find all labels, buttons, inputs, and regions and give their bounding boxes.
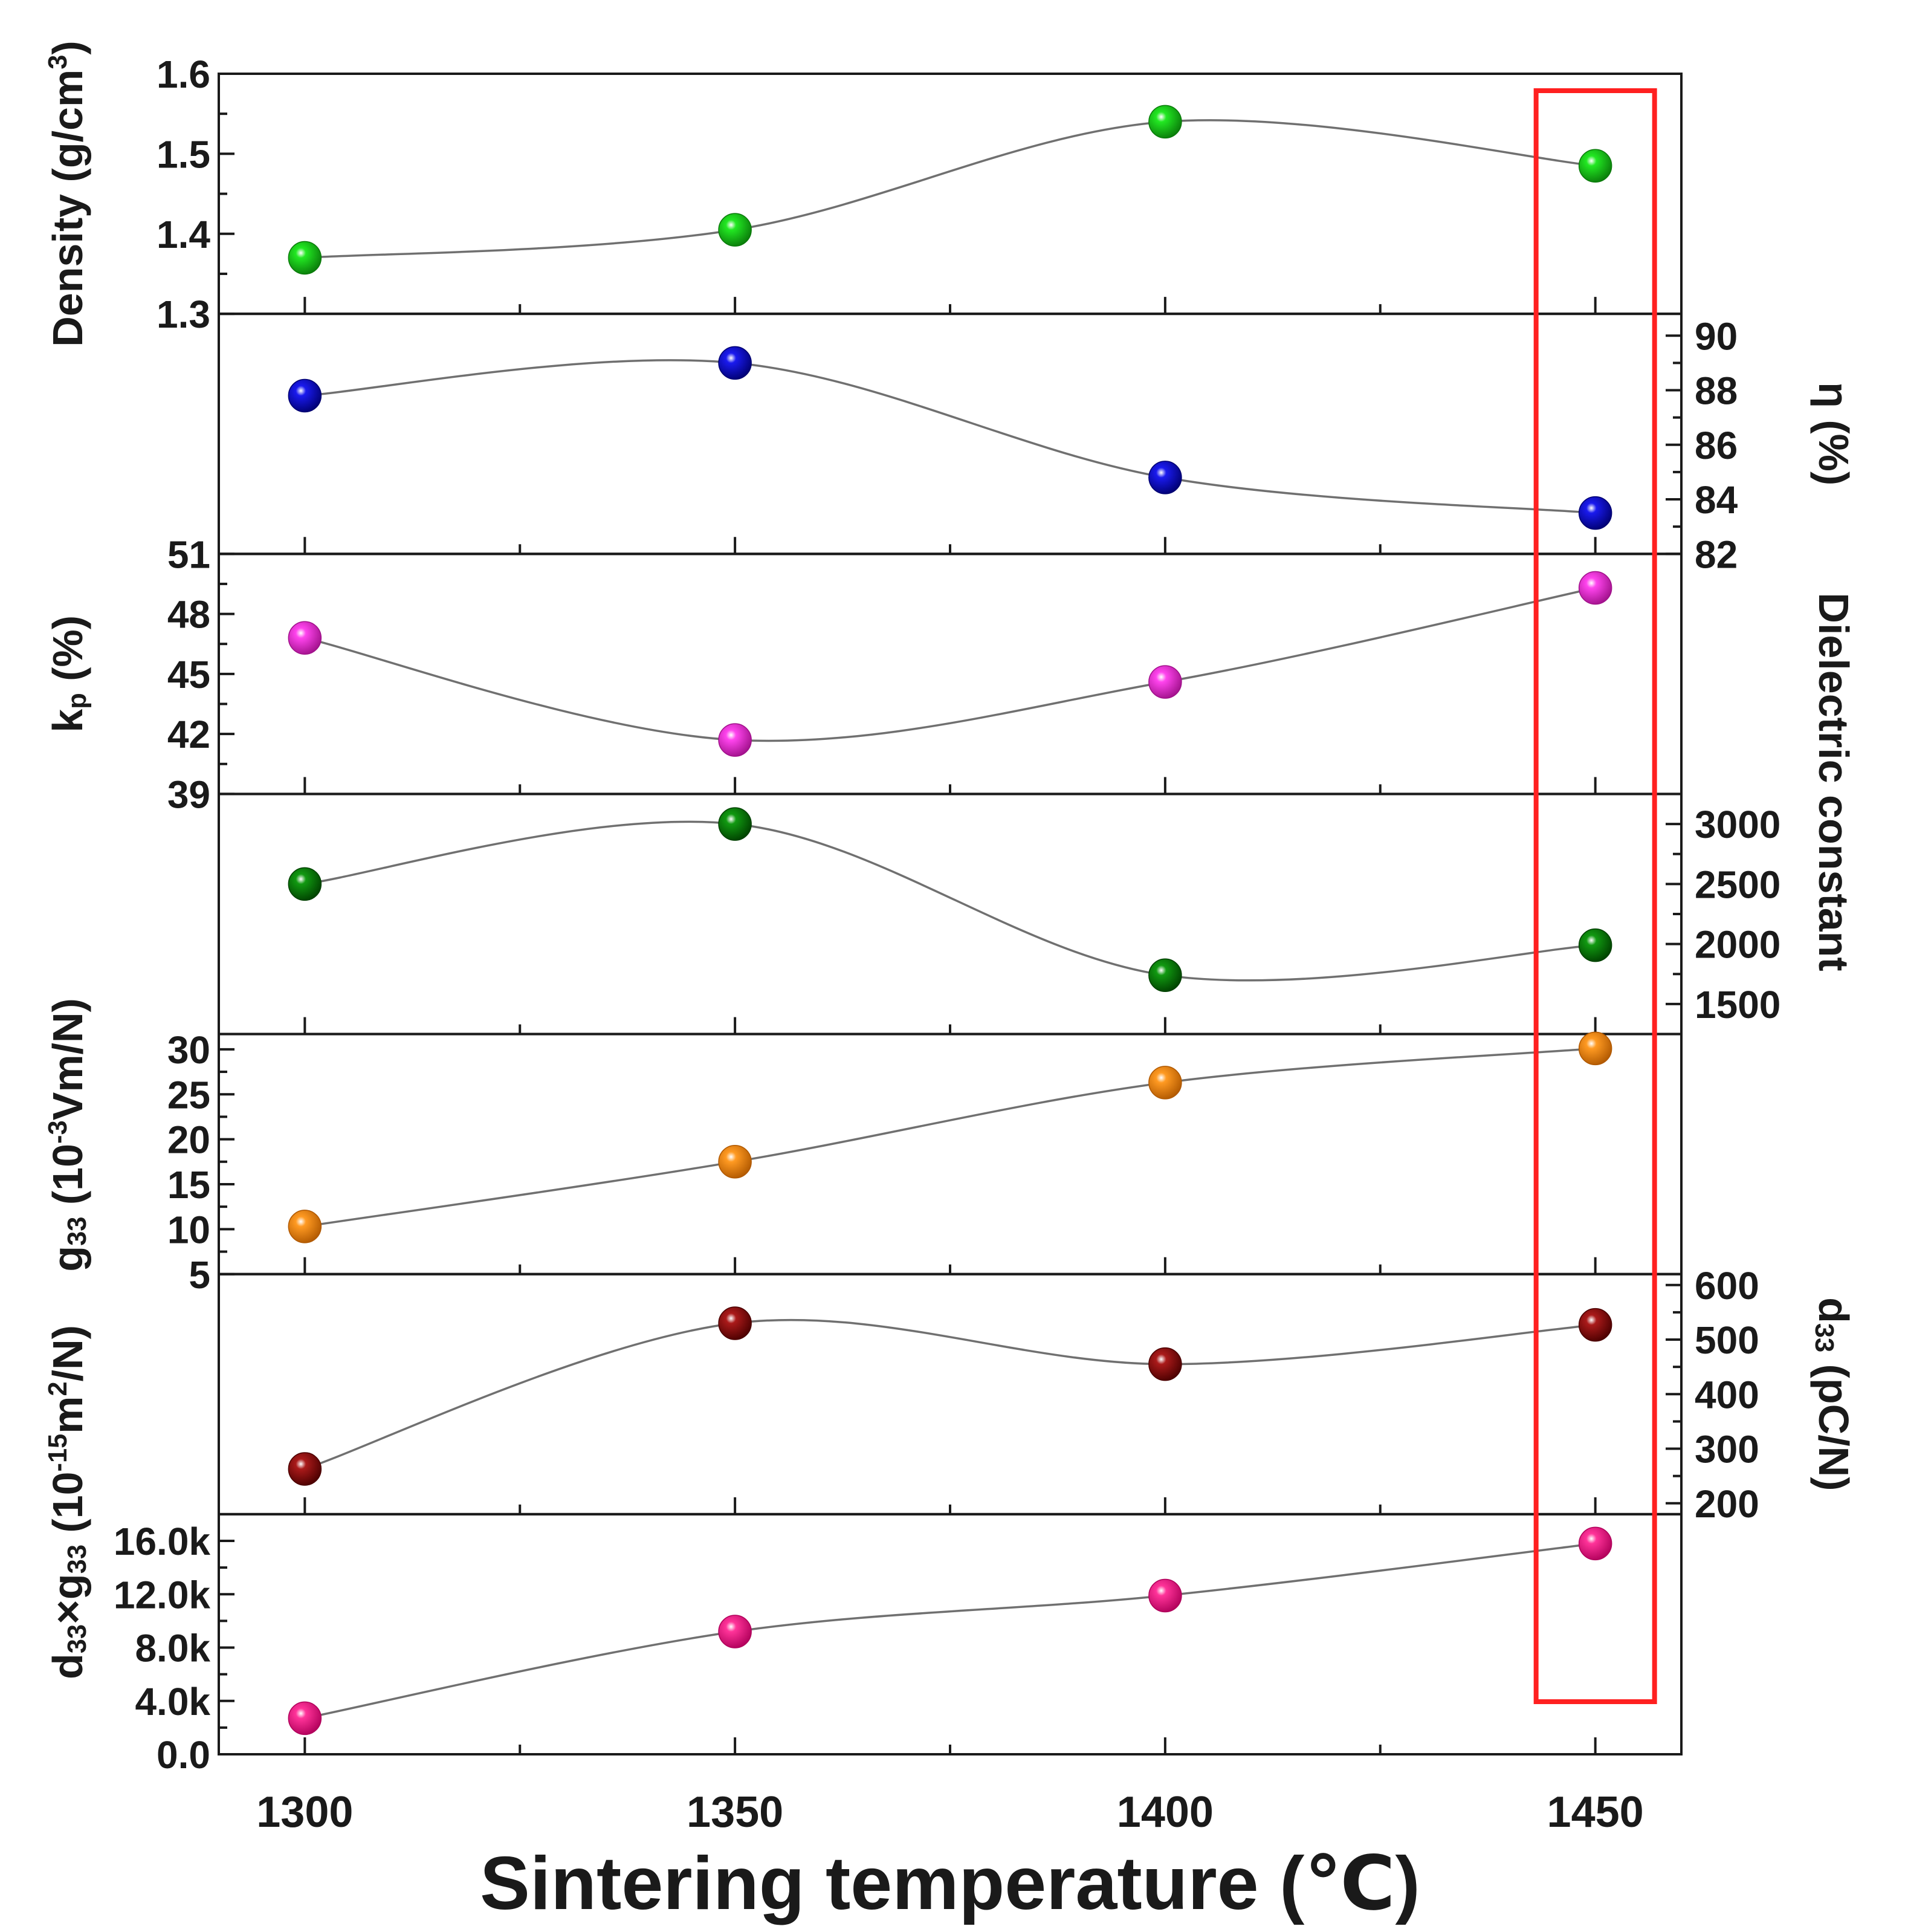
panel-frame-density bbox=[218, 73, 1683, 316]
curve-layer bbox=[304, 119, 1596, 1720]
panel-frame-dielectric bbox=[218, 793, 1683, 1036]
y-tick-label-eta: 84 bbox=[1695, 478, 1738, 522]
y-tick-label-eta: 90 bbox=[1695, 314, 1738, 358]
y-tick-label-fom: 0.0 bbox=[157, 1733, 210, 1777]
curve-eta bbox=[305, 359, 1596, 514]
y-tick-label-dielectric: 2000 bbox=[1695, 923, 1780, 967]
point-density-1400 bbox=[1148, 105, 1182, 139]
point-eta-1300 bbox=[288, 378, 322, 413]
y-tick-label-dielectric: 1500 bbox=[1695, 983, 1780, 1026]
y-tick-label-density: 1.3 bbox=[157, 293, 210, 336]
y-axis-title-kp: kp (%) bbox=[44, 615, 91, 733]
y-tick-label-density: 1.4 bbox=[157, 213, 210, 256]
y-tick-label-d33: 300 bbox=[1695, 1428, 1759, 1471]
point-dielectric-1300 bbox=[288, 867, 322, 901]
panel-frame-d33 bbox=[218, 1272, 1683, 1515]
frame-layer bbox=[218, 73, 1683, 1756]
y-tick-label-d33: 200 bbox=[1695, 1482, 1759, 1526]
y-tick-label-fom: 8.0k bbox=[135, 1627, 210, 1670]
panel-frame-fom bbox=[218, 1512, 1683, 1756]
y-tick-label-g33: 30 bbox=[167, 1028, 210, 1072]
point-dielectric-1350 bbox=[718, 807, 752, 841]
curve-dielectric bbox=[305, 820, 1596, 982]
point-density-1300 bbox=[288, 241, 322, 275]
x-tick-label: 1400 bbox=[1117, 1788, 1214, 1836]
y-tick-label-density: 1.6 bbox=[157, 53, 210, 96]
point-dielectric-1450 bbox=[1578, 928, 1612, 962]
y-tick-label-fom: 12.0k bbox=[114, 1573, 211, 1616]
y-tick-label-d33: 600 bbox=[1695, 1264, 1759, 1308]
y-tick-label-kp: 42 bbox=[167, 713, 210, 756]
panel-frame-g33 bbox=[218, 1032, 1683, 1276]
curve-kp bbox=[304, 586, 1596, 742]
y-tick-label-g33: 15 bbox=[167, 1163, 210, 1207]
x-tick-label: 1450 bbox=[1547, 1788, 1644, 1836]
y-tick-label-kp: 51 bbox=[167, 533, 210, 576]
point-kp-1450 bbox=[1578, 571, 1612, 605]
point-density-1450 bbox=[1578, 149, 1612, 183]
y-tick-label-d33: 400 bbox=[1695, 1373, 1759, 1416]
curve-d33 bbox=[304, 1318, 1596, 1470]
point-kp-1350 bbox=[718, 723, 752, 757]
y-tick-label-dielectric: 2500 bbox=[1695, 863, 1780, 906]
point-eta-1350 bbox=[718, 346, 752, 380]
y-tick-label-dielectric: 3000 bbox=[1695, 803, 1780, 846]
point-d33-1300 bbox=[288, 1452, 322, 1486]
label-layer: 1.3 1.4 1.5 1.6 Density (g/cm3) 82 84 86 88 90 η (… bbox=[44, 41, 1857, 1836]
y-tick-label-fom: 4.0k bbox=[135, 1680, 210, 1723]
curve-g33 bbox=[305, 1047, 1596, 1228]
y-axis-title-fom: d33×g33 (10-15m2/N) bbox=[44, 1325, 91, 1679]
point-g33-1400 bbox=[1148, 1066, 1182, 1100]
panel-frame-eta bbox=[218, 313, 1683, 556]
y-axis-title-eta: η (%) bbox=[1810, 382, 1857, 485]
point-g33-1300 bbox=[288, 1210, 322, 1243]
y-tick-label-kp: 39 bbox=[167, 773, 210, 816]
curve-fom bbox=[305, 1542, 1596, 1720]
y-tick-label-kp: 45 bbox=[167, 653, 210, 696]
y-tick-label-d33: 500 bbox=[1695, 1318, 1759, 1362]
x-tick-label: 1350 bbox=[687, 1788, 783, 1836]
y-tick-label-g33: 25 bbox=[167, 1073, 210, 1117]
y-axis-title-density: Density (g/cm3) bbox=[44, 41, 91, 346]
point-fom-1300 bbox=[288, 1701, 322, 1736]
curve-density bbox=[305, 119, 1596, 259]
y-tick-label-eta: 86 bbox=[1695, 424, 1738, 467]
point-g33-1450 bbox=[1578, 1031, 1612, 1066]
point-kp-1400 bbox=[1148, 665, 1182, 699]
marker-layer bbox=[288, 88, 1657, 1736]
y-tick-label-g33: 5 bbox=[189, 1253, 210, 1297]
point-fom-1400 bbox=[1148, 1578, 1182, 1613]
panel-frame-kp bbox=[218, 553, 1683, 796]
x-tick-label: 1300 bbox=[256, 1788, 353, 1836]
x-axis-title: Sintering temperature (℃) bbox=[480, 1842, 1420, 1925]
point-fom-1350 bbox=[718, 1615, 752, 1648]
point-d33-1450 bbox=[1578, 1308, 1612, 1342]
highlight-box bbox=[1533, 88, 1657, 1704]
y-tick-label-g33: 10 bbox=[167, 1208, 210, 1251]
y-tick-label-density: 1.5 bbox=[157, 132, 210, 176]
point-kp-1300 bbox=[288, 621, 322, 655]
point-d33-1400 bbox=[1148, 1347, 1182, 1381]
point-density-1350 bbox=[718, 213, 752, 247]
point-eta-1400 bbox=[1148, 461, 1182, 494]
y-tick-label-kp: 48 bbox=[167, 593, 210, 637]
y-tick-label-eta: 82 bbox=[1695, 533, 1738, 576]
y-tick-label-g33: 20 bbox=[167, 1118, 210, 1162]
y-tick-label-fom: 16.0k bbox=[114, 1520, 211, 1563]
y-axis-title-g33: g33 (10-3Vm/N) bbox=[44, 998, 91, 1272]
y-axis-title-dielectric: Dielectric constant bbox=[1810, 592, 1857, 971]
point-d33-1350 bbox=[718, 1306, 752, 1340]
point-dielectric-1400 bbox=[1148, 958, 1182, 993]
point-fom-1450 bbox=[1578, 1526, 1612, 1561]
y-axis-title-d33: d33 (pC/N) bbox=[1810, 1297, 1857, 1491]
point-eta-1450 bbox=[1578, 496, 1612, 530]
y-tick-label-eta: 88 bbox=[1695, 369, 1738, 413]
point-g33-1350 bbox=[718, 1145, 752, 1179]
